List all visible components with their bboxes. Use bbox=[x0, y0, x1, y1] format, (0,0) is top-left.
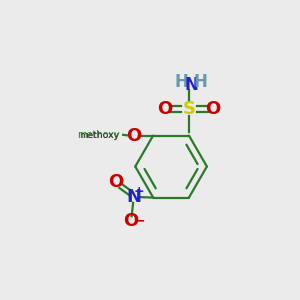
Text: O: O bbox=[126, 127, 141, 145]
Text: H: H bbox=[194, 74, 208, 92]
Text: methoxy: methoxy bbox=[79, 130, 118, 140]
Text: O: O bbox=[157, 100, 172, 118]
Text: N: N bbox=[184, 76, 198, 94]
Text: O: O bbox=[124, 212, 139, 230]
Text: O: O bbox=[109, 173, 124, 191]
Text: methoxy: methoxy bbox=[78, 130, 120, 140]
Text: −: − bbox=[133, 213, 145, 227]
Text: H: H bbox=[175, 74, 188, 92]
Text: S: S bbox=[182, 100, 196, 118]
Text: O: O bbox=[206, 100, 221, 118]
Text: N: N bbox=[126, 188, 141, 206]
Text: +: + bbox=[134, 185, 144, 198]
